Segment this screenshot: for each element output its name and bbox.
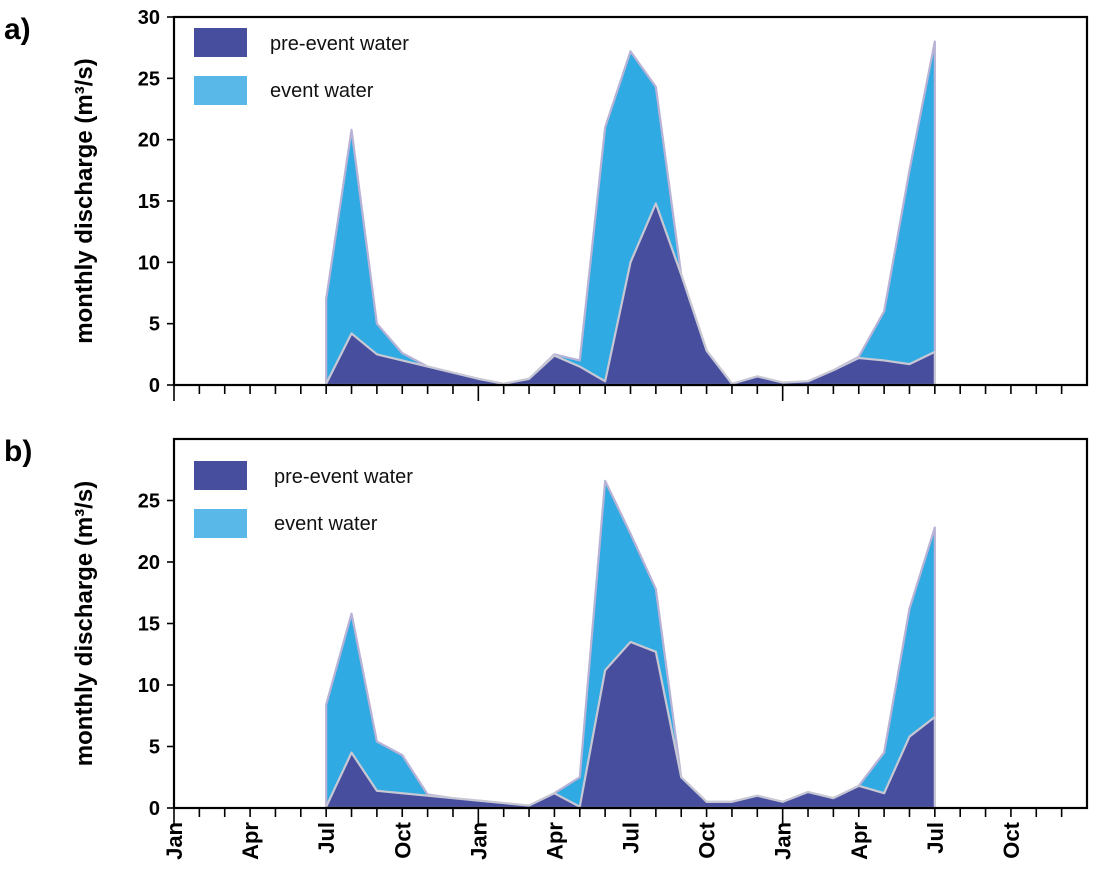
x-tick-label: Oct bbox=[999, 821, 1024, 858]
panel-b-legend-label-event: event water bbox=[274, 513, 378, 535]
panel-b-x-tick-labels: Jan Apr Jul Oct Jan Apr Jul Oct Jan Apr Jul Oct bbox=[162, 821, 1024, 860]
x-tick-label: Apr bbox=[847, 822, 872, 860]
x-tick-label: Oct bbox=[695, 821, 720, 858]
y-tick-label: 5 bbox=[149, 314, 160, 336]
y-tick-label: 20 bbox=[138, 130, 160, 152]
panel-a-legend-swatch-event bbox=[194, 76, 247, 105]
panel-a-legend: pre-event water event water bbox=[194, 28, 409, 105]
panel-a-event-water-area bbox=[325, 40, 936, 387]
y-tick-label: 10 bbox=[138, 675, 160, 697]
panel-b-label: b) bbox=[4, 435, 32, 468]
y-tick-label: 0 bbox=[149, 375, 160, 397]
panel-a-y-axis-label: monthly discharge (m³/s) bbox=[71, 58, 98, 343]
panel-b-y-axis-label: monthly discharge (m³/s) bbox=[71, 481, 98, 766]
x-tick-label: Jan bbox=[162, 822, 187, 860]
panel-b-areas bbox=[325, 479, 936, 810]
panel-b-y-ticks: 0 5 10 15 20 25 bbox=[138, 491, 174, 820]
y-tick-label: 10 bbox=[138, 252, 160, 274]
y-tick-label: 0 bbox=[149, 798, 160, 820]
y-tick-label: 25 bbox=[138, 68, 160, 90]
panel-a-label: a) bbox=[4, 13, 31, 46]
x-tick-label: Oct bbox=[390, 821, 415, 858]
panel-a-x-ticks bbox=[173, 385, 1063, 401]
panel-b-pre-event-water-area bbox=[325, 640, 936, 810]
panel-a-legend-label-event: event water bbox=[270, 80, 374, 102]
y-tick-label: 5 bbox=[149, 737, 160, 759]
x-tick-label: Jan bbox=[466, 822, 491, 860]
panel-a-legend-swatch-pre-event bbox=[194, 28, 247, 57]
y-tick-label: 25 bbox=[138, 491, 160, 513]
panel-b: b) monthly discharge (m³/s) 0 5 10 15 20 25 J… bbox=[4, 435, 1089, 860]
panel-a-legend-label-pre-event: pre-event water bbox=[270, 33, 409, 55]
panel-a-y-ticks: 0 5 10 15 20 25 30 bbox=[138, 7, 174, 397]
panel-a: a) monthly discharge (m³/s) 0 5 10 15 20 25 30… bbox=[4, 7, 1089, 401]
panel-b-x-ticks bbox=[173, 808, 1063, 824]
panel-a-pre-event-water-area bbox=[325, 202, 936, 387]
panel-a-areas bbox=[325, 40, 936, 387]
panel-b-legend-swatch-pre-event bbox=[194, 461, 247, 490]
y-tick-label: 30 bbox=[138, 7, 160, 29]
panel-b-legend: pre-event water event water bbox=[194, 461, 413, 538]
x-tick-label: Jul bbox=[314, 822, 339, 854]
y-tick-label: 15 bbox=[138, 614, 160, 636]
x-tick-label: Apr bbox=[238, 822, 263, 860]
x-tick-label: Jul bbox=[619, 822, 644, 854]
x-tick-label: Jul bbox=[923, 822, 948, 854]
x-tick-label: Apr bbox=[542, 822, 567, 860]
y-tick-label: 15 bbox=[138, 191, 160, 213]
x-tick-label: Jan bbox=[771, 822, 796, 860]
y-tick-label: 20 bbox=[138, 552, 160, 574]
panel-b-legend-label-pre-event: pre-event water bbox=[274, 466, 413, 488]
panel-b-legend-swatch-event bbox=[194, 509, 247, 538]
